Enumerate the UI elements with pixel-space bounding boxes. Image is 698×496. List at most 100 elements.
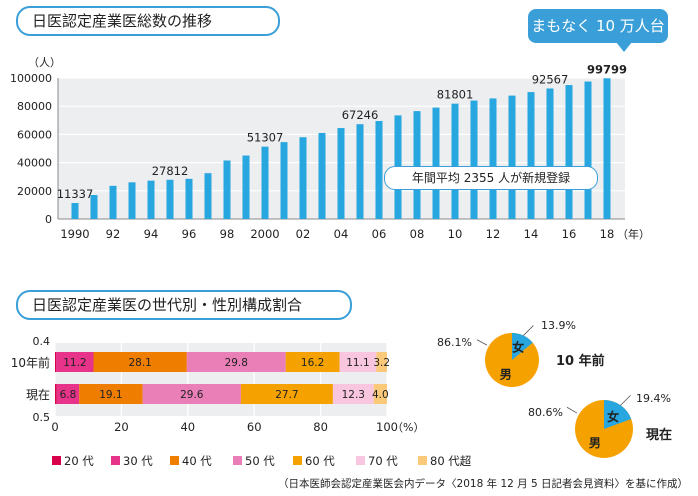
legend-swatch	[356, 456, 365, 465]
bar	[603, 78, 611, 219]
bar	[147, 180, 155, 219]
stacked-segment	[56, 352, 94, 372]
pie1-female-name: 女	[512, 340, 524, 355]
x-tick-label-2: 100	[376, 420, 398, 434]
legend-label: 20 代	[64, 454, 94, 468]
segment-label: 29.6	[180, 389, 204, 401]
annotation-new-registrations: 年間平均 2355 人が新規登録	[384, 166, 598, 190]
data-label: 81801	[437, 88, 474, 102]
stacked-segment	[56, 384, 80, 404]
chart-title-total: 日医認定産業医総数の推移	[16, 6, 280, 36]
legend-label: 30 代	[123, 454, 153, 468]
data-label: 11337	[57, 187, 94, 201]
pie1-female-pct: 13.9%	[541, 319, 576, 332]
bar	[318, 132, 326, 219]
bar	[546, 88, 554, 219]
x-tick-label: 02	[296, 227, 311, 241]
bar	[508, 95, 516, 219]
x-tick-label-2: 40	[180, 420, 195, 434]
legend-label: 80 代超	[430, 454, 472, 468]
bar	[128, 182, 136, 219]
bar	[223, 160, 231, 219]
x-tick-label: 12	[486, 227, 501, 241]
bar	[356, 124, 364, 219]
x-tick-label: 18	[600, 227, 615, 241]
bar	[204, 173, 212, 219]
callout-100k: まもなく 10 万人台	[528, 9, 668, 52]
stacked-segment	[55, 384, 57, 404]
y-tick-label: 0	[45, 213, 52, 226]
legend-label: 50 代	[245, 454, 275, 468]
source-note: （日本医師会認定産業医会内データ〈2018 年 12 月 5 日記者会見資料〉を…	[278, 478, 688, 490]
legend-swatch	[418, 456, 427, 465]
x-axis-label: （年）	[617, 227, 650, 241]
segment-label: 29.8	[225, 357, 248, 369]
x-tick-label: 10	[448, 227, 463, 241]
data-label: 99799	[587, 62, 627, 76]
pie2-title: 現在	[646, 428, 673, 443]
y-tick-label: 20000	[17, 185, 52, 198]
segment-label: 27.7	[275, 389, 298, 401]
x-tick-label: 1990	[60, 227, 89, 241]
data-label: 27812	[152, 164, 189, 178]
bar	[166, 179, 174, 219]
stacked-segment	[339, 352, 377, 372]
bar	[242, 155, 250, 219]
legend-swatch	[170, 456, 179, 465]
x-tick-label-2: 80	[313, 420, 328, 434]
segment-label: 11.2	[63, 357, 86, 369]
bar	[584, 81, 592, 220]
bar	[337, 128, 345, 219]
pie2-female-pct: 19.4%	[636, 392, 671, 405]
stacked-segment	[332, 384, 374, 404]
bar	[470, 100, 478, 219]
stacked-segment	[285, 352, 340, 372]
bar	[375, 121, 383, 219]
x-tick-label: 2000	[250, 227, 279, 241]
y-tick-label: 40000	[17, 157, 52, 170]
bar	[71, 203, 79, 219]
row-label: 10年前	[11, 355, 50, 370]
segment-label: 12.3	[342, 389, 365, 401]
bar	[432, 107, 440, 219]
x-tick-label: 98	[220, 227, 235, 241]
row-side-value: 0.4	[33, 335, 51, 348]
pie2-male-pct: 80.6%	[528, 406, 563, 419]
x-tick-label: 16	[562, 227, 577, 241]
pie1-leader-female	[523, 325, 534, 336]
pie2-leader-female	[620, 394, 631, 406]
bar	[527, 92, 535, 219]
row-side-value: 0.5	[33, 411, 51, 424]
segment-label: 3.2	[373, 357, 390, 369]
bar	[299, 137, 307, 219]
pie1-leader-male	[476, 339, 488, 346]
x-tick-label: 94	[144, 227, 159, 241]
data-label: 67246	[342, 108, 379, 122]
stacked-segment	[142, 384, 241, 404]
x-tick-label: 06	[372, 227, 387, 241]
stacked-segment	[93, 352, 187, 372]
stacked-segment	[240, 384, 333, 404]
segment-label: 6.8	[60, 389, 77, 401]
stacked-segment	[376, 352, 387, 372]
legend-swatch	[233, 456, 242, 465]
pie2-male-name: 男	[589, 436, 601, 450]
legend-swatch	[52, 456, 61, 465]
pie1-male-name: 男	[500, 367, 512, 381]
segment-label: 16.2	[301, 357, 324, 369]
x-tick-label: 14	[524, 227, 539, 241]
stacked-segment	[55, 352, 57, 372]
y-tick-label: 60000	[17, 128, 52, 141]
segment-label: 28.1	[128, 357, 151, 369]
pie1-title: 10 年前	[556, 354, 605, 369]
pie2-slice-female	[604, 400, 632, 429]
data-label: 51307	[247, 131, 284, 145]
x-tick-label-2: 20	[114, 420, 129, 434]
pie2-leader-male	[566, 406, 578, 414]
bar	[280, 142, 288, 219]
stacked-segment	[373, 384, 387, 404]
y-tick-label: 80000	[17, 100, 52, 113]
legend-swatch	[293, 456, 302, 465]
bar	[261, 146, 269, 219]
y-axis-label: （人）	[28, 56, 61, 69]
